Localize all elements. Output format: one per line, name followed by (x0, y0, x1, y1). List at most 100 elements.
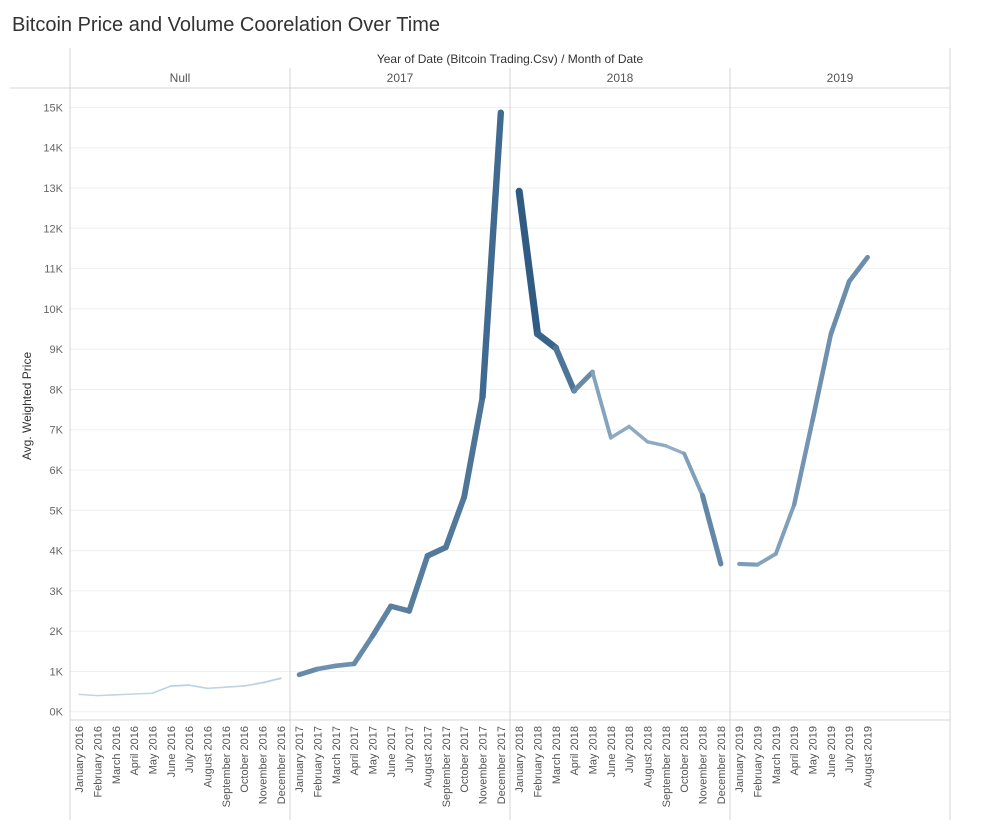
panel-header: Null (170, 71, 191, 85)
x-tick-label: June 2019 (826, 726, 838, 777)
series-line-segment (333, 661, 357, 669)
series-line-segment (515, 187, 542, 338)
x-tick-label: February 2019 (753, 726, 765, 798)
x-tick-label: January 2017 (294, 726, 306, 793)
series-line-segment (479, 109, 505, 401)
series-line-segment (243, 681, 264, 687)
y-tick-label: 2K (50, 626, 64, 638)
x-tick-label: November 2017 (478, 726, 490, 804)
series-line-segment (169, 684, 191, 687)
series-line-segment (188, 684, 209, 690)
x-tick-label: September 2018 (661, 726, 673, 807)
series-line-segment (846, 254, 870, 284)
panel-header: 2017 (387, 71, 414, 85)
x-tick-label: February 2018 (533, 726, 545, 798)
y-tick-label: 6K (50, 465, 64, 477)
panel-header: 2018 (607, 71, 634, 85)
series-line-segment (609, 424, 631, 440)
x-tick-label: September 2017 (441, 726, 453, 807)
x-tick-label: April 2019 (789, 726, 801, 776)
series-line-segment (699, 492, 724, 567)
y-tick-label: 11K (44, 264, 63, 276)
x-tick-label: October 2018 (679, 726, 691, 793)
series-line-segment (424, 544, 449, 559)
y-tick-label: 4K (50, 546, 64, 558)
x-tick-label: December 2017 (496, 726, 508, 804)
y-tick-label: 10K (43, 304, 63, 316)
series-line-segment (590, 370, 613, 440)
series-line-segment (388, 603, 412, 614)
x-tick-label: February 2016 (93, 726, 105, 798)
series-line-segment (115, 693, 135, 696)
series-line-segment (351, 633, 375, 667)
x-tick-label: January 2018 (514, 726, 526, 793)
x-tick-label: July 2016 (184, 726, 196, 773)
series-line-segment (682, 451, 705, 498)
y-tick-label: 9K (50, 344, 64, 356)
y-tick-label: 7K (50, 425, 64, 437)
y-tick-label: 8K (50, 384, 64, 396)
series-line-segment (225, 685, 245, 688)
series-line-segment (645, 440, 668, 448)
series-line-segment (133, 692, 154, 695)
series-line-segment (151, 685, 172, 695)
x-tick-label: August 2017 (423, 726, 435, 788)
x-tick-label: March 2016 (111, 726, 123, 784)
x-tick-label: October 2016 (239, 726, 251, 793)
x-tick-label: August 2016 (203, 726, 215, 788)
x-tick-label: May 2019 (808, 726, 820, 774)
y-axis-label: Avg. Weighted Price (20, 352, 34, 461)
y-tick-label: 1K (50, 666, 64, 678)
x-tick-label: March 2019 (771, 726, 783, 784)
x-tick-label: April 2016 (129, 726, 141, 776)
series-line-segment (737, 561, 760, 567)
x-tick-label: July 2017 (404, 726, 416, 773)
y-tick-label: 14K (43, 143, 63, 155)
x-tick-label: September 2016 (221, 726, 233, 807)
chart-title: Bitcoin Price and Volume Coorelation Ove… (12, 14, 440, 36)
series-line-segment (571, 369, 595, 394)
series-line-segment (78, 693, 99, 697)
x-tick-label: August 2019 (863, 726, 875, 788)
panel-header: 2019 (827, 71, 854, 85)
x-tick-label: August 2018 (643, 726, 655, 788)
series-line-segment (552, 344, 578, 394)
x-tick-label: May 2016 (148, 726, 160, 774)
series-line-segment (442, 494, 468, 551)
series-line-segment (534, 330, 560, 352)
x-tick-label: May 2018 (588, 726, 600, 774)
x-tick-label: December 2016 (276, 726, 288, 804)
series-line-segment (773, 502, 797, 556)
y-tick-label: 15K (43, 102, 63, 114)
y-tick-label: 13K (43, 183, 63, 195)
x-tick-label: July 2018 (624, 726, 636, 773)
series-line-segment (261, 677, 282, 684)
x-tick-label: January 2016 (74, 726, 86, 793)
series-line-segment (206, 686, 227, 690)
x-tick-label: June 2016 (166, 726, 178, 777)
series-line-segment (96, 694, 117, 697)
x-tick-label: June 2018 (606, 726, 618, 777)
y-tick-label: 0K (50, 707, 64, 719)
x-tick-label: March 2017 (331, 726, 343, 784)
series-line-segment (461, 394, 486, 500)
series-line-segment (315, 663, 339, 672)
series-line-segment (627, 424, 650, 444)
column-header: Year of Date (Bitcoin Trading.Csv) / Mon… (377, 52, 644, 66)
x-tick-label: March 2018 (551, 726, 563, 784)
series-line-segment (791, 418, 815, 507)
x-tick-label: November 2018 (698, 726, 710, 804)
series-line-segment (406, 553, 431, 614)
y-tick-label: 12K (43, 223, 63, 235)
series-line-segment (755, 551, 778, 567)
x-tick-label: February 2017 (313, 726, 325, 798)
x-tick-label: December 2018 (716, 726, 728, 804)
x-tick-label: May 2017 (368, 726, 380, 774)
x-tick-label: June 2017 (386, 726, 398, 777)
y-tick-label: 3K (50, 586, 64, 598)
series-line-segment (296, 666, 320, 678)
x-tick-label: October 2017 (459, 726, 471, 793)
x-tick-label: November 2016 (258, 726, 270, 804)
series-line-segment (828, 279, 852, 337)
